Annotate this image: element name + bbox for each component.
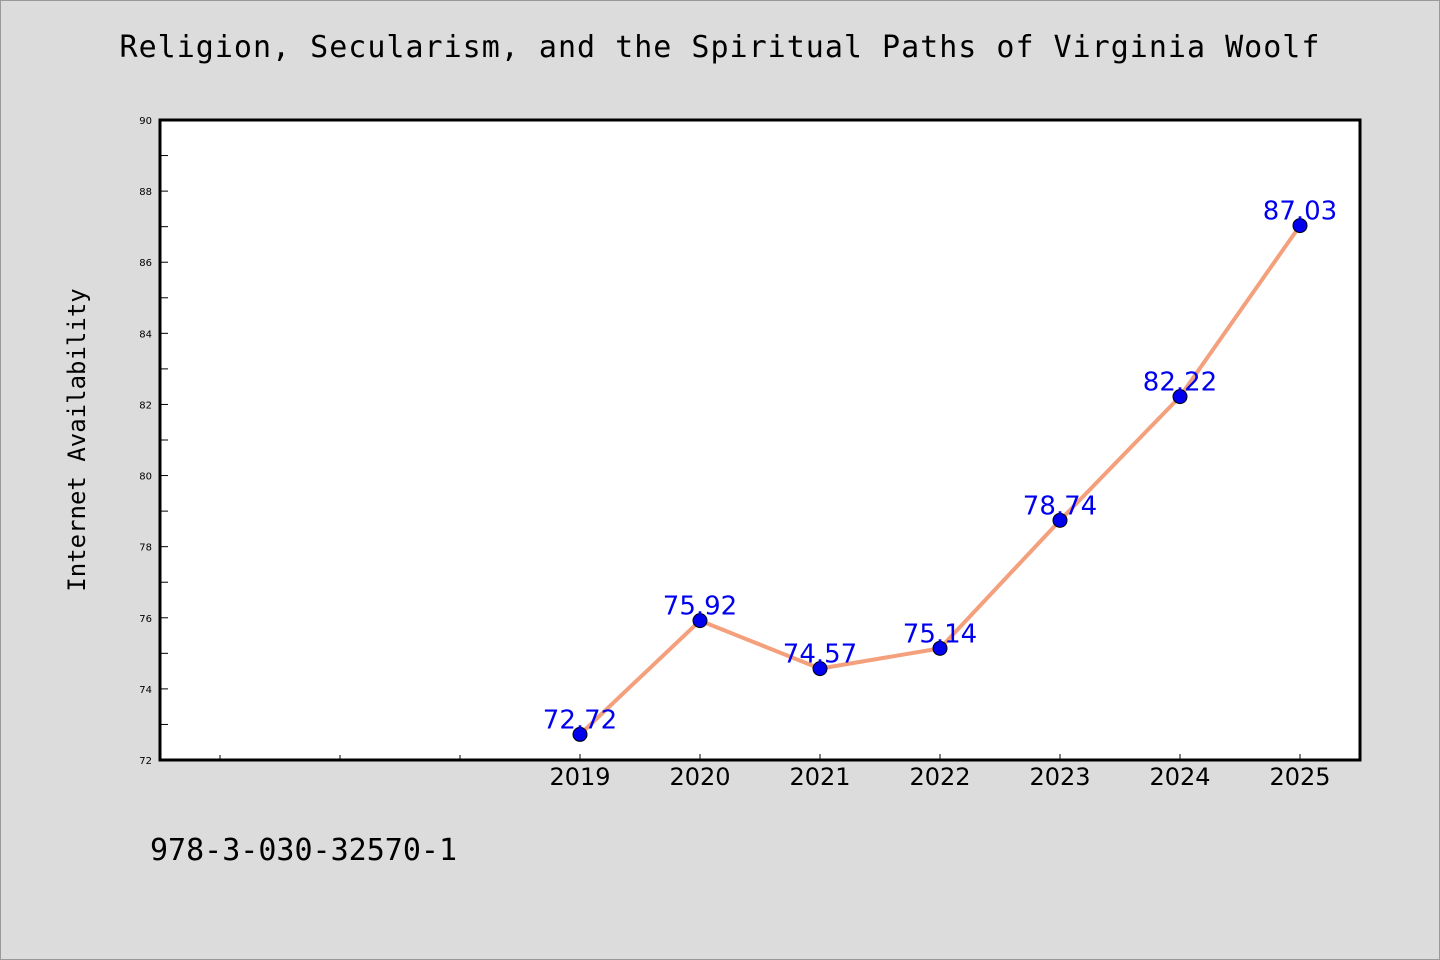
- x-axis-ticks: 2019 2020 2021 2022 2023 2024 2025: [219, 754, 1331, 791]
- y-tick-label: 76: [139, 614, 152, 625]
- data-label: 82.22: [1143, 368, 1217, 398]
- y-tick-label: 80: [139, 472, 152, 483]
- x-tick-label: 2025: [1269, 763, 1330, 791]
- y-tick-label: 90: [139, 116, 152, 127]
- y-tick-label: 88: [139, 187, 152, 198]
- data-point: [1052, 512, 1068, 528]
- y-tick-label: 86: [139, 258, 152, 269]
- data-point: [932, 640, 948, 656]
- y-tick-label: 72: [139, 756, 152, 767]
- data-label: 87.03: [1263, 197, 1337, 227]
- x-tick-label: 2022: [909, 763, 970, 791]
- x-tick-label: 2019: [549, 763, 610, 791]
- data-point: [812, 661, 828, 677]
- x-tick-label: 2024: [1149, 763, 1210, 791]
- data-point: [692, 613, 708, 629]
- plot-area: [160, 120, 1360, 760]
- data-point: [1292, 218, 1308, 234]
- plot-frame: [158, 118, 1362, 762]
- data-labels: 72.72 75.92 74.57 75.14 78.74 82.22 87.03: [543, 197, 1337, 736]
- x-tick-label: 2021: [789, 763, 850, 791]
- data-label: 72.72: [543, 705, 617, 735]
- data-label: 78.74: [1023, 491, 1097, 521]
- chart-title: Religion, Secularism, and the Spiritual …: [119, 30, 1321, 65]
- data-point: [1172, 389, 1188, 405]
- x-tick-label: 2020: [669, 763, 730, 791]
- data-label: 75.14: [903, 619, 977, 649]
- y-axis-label: Internet Availability: [63, 288, 91, 591]
- y-tick-label: 84: [139, 329, 152, 340]
- data-markers: [572, 218, 1308, 742]
- y-tick-label: 82: [139, 400, 152, 411]
- x-tick-label: 2023: [1029, 763, 1090, 791]
- data-label: 74.57: [783, 640, 857, 670]
- data-label: 75.92: [663, 592, 737, 622]
- data-point: [572, 726, 588, 742]
- y-tick-label: 78: [139, 543, 152, 554]
- footer-code: 978-3-030-32570-1: [150, 833, 458, 868]
- y-tick-label: 74: [139, 685, 152, 696]
